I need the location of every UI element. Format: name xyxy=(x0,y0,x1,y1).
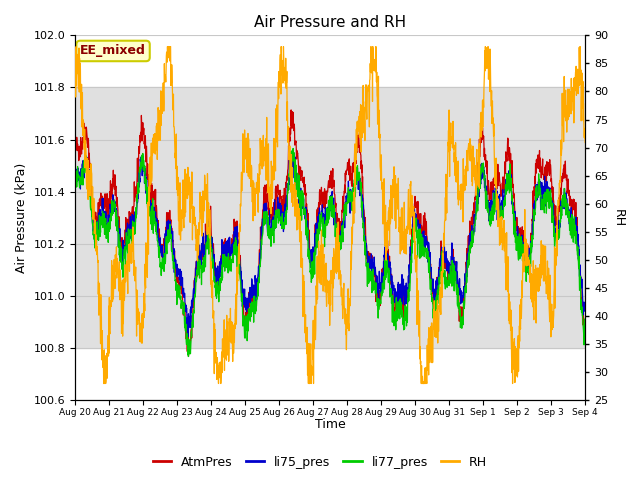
Y-axis label: Air Pressure (kPa): Air Pressure (kPa) xyxy=(15,163,28,273)
Y-axis label: RH: RH xyxy=(612,209,625,227)
Bar xyxy=(75,87,585,348)
Text: EE_mixed: EE_mixed xyxy=(80,45,146,58)
Legend: AtmPres, li75_pres, li77_pres, RH: AtmPres, li75_pres, li77_pres, RH xyxy=(148,451,492,474)
Title: Air Pressure and RH: Air Pressure and RH xyxy=(254,15,406,30)
X-axis label: Time: Time xyxy=(315,419,346,432)
